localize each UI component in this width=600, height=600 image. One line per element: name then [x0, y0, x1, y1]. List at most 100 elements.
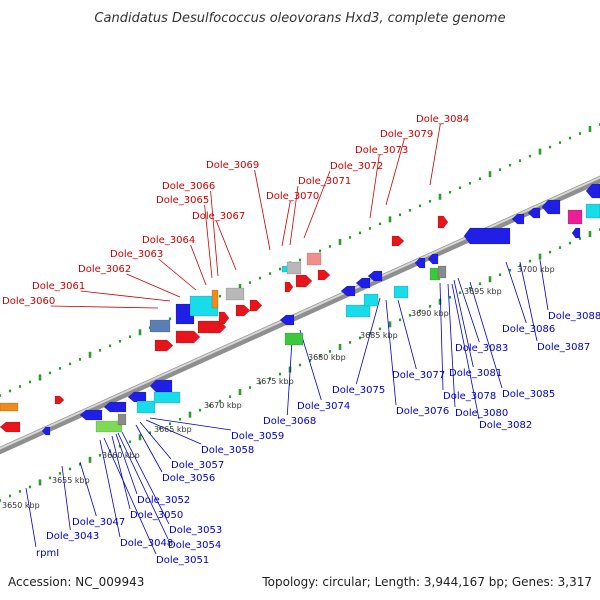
leader-line [469, 281, 503, 389]
label-leader-lines [25, 123, 549, 555]
tick-mark [578, 132, 582, 135]
leader-line [139, 421, 172, 460]
tick-mark [58, 472, 62, 475]
tick-mark [428, 199, 432, 203]
gene-label: Dole_3083 [455, 343, 508, 354]
tick-mark [258, 381, 262, 385]
leader-line [457, 277, 480, 343]
kbp-label: 3680 kbp [308, 353, 346, 362]
tick-mark [318, 354, 322, 358]
tick-mark [588, 231, 592, 238]
tick-mark [198, 408, 202, 412]
gene-feature [567, 209, 583, 225]
tick-mark [8, 494, 12, 498]
gene-feature [363, 293, 379, 307]
gene-feature [511, 213, 525, 225]
gene-feature [117, 413, 127, 426]
tick-mark [218, 399, 222, 403]
leader-line [145, 419, 202, 445]
gene-label: Dole_3079 [380, 129, 433, 140]
tick-mark [38, 374, 42, 381]
leader-line [369, 154, 380, 219]
leader-line [80, 290, 171, 302]
gene-label: Dole_3056 [162, 473, 215, 484]
tick-mark [488, 276, 492, 283]
tick-mark [508, 268, 512, 272]
tick-mark [368, 227, 372, 230]
gene-feature [345, 304, 371, 318]
leader-line [539, 259, 549, 311]
tick-mark [328, 350, 332, 353]
gene-feature [463, 227, 511, 245]
gene-label: Dole_3075 [332, 385, 385, 396]
gene-feature [391, 235, 405, 247]
leader-line [385, 138, 405, 206]
gene-label: Dole_3060 [2, 296, 55, 307]
gene-label: Dole_3080 [455, 408, 508, 419]
leader-line [135, 424, 163, 473]
tick-mark [398, 213, 402, 217]
gene-label: Dole_3076 [396, 406, 449, 417]
leader-line [299, 329, 322, 401]
tick-mark [498, 168, 502, 171]
tick-mark [438, 298, 442, 305]
tick-mark [168, 422, 172, 426]
tick-mark [48, 476, 52, 480]
tick-mark [528, 154, 532, 158]
tick-mark [78, 358, 82, 361]
tick-mark [238, 389, 242, 396]
leader-line [50, 305, 159, 309]
gene-feature [585, 183, 600, 199]
gene-label: Dole_3061 [32, 281, 85, 292]
tick-mark [168, 317, 172, 321]
leader-line [439, 282, 444, 391]
leader-line [215, 220, 237, 271]
gene-label: Dole_3069 [206, 160, 259, 171]
tick-mark [438, 193, 442, 200]
leader-line [79, 461, 97, 517]
gene-label: Dole_3068 [263, 416, 316, 427]
leader-line [286, 339, 293, 416]
leader-line [447, 283, 456, 408]
gene-label: Dole_3043 [46, 531, 99, 542]
gene-label: Dole_3058 [201, 445, 254, 456]
kbp-label: 3700 kbp [517, 265, 555, 274]
tick-mark [538, 148, 542, 155]
tick-mark [548, 250, 552, 254]
leader-line [111, 435, 131, 510]
gene-feature [284, 332, 304, 346]
tick-mark [258, 276, 262, 280]
tick-mark [18, 490, 22, 493]
leader-line [397, 299, 417, 370]
tick-mark [528, 259, 532, 263]
gene-label: Dole_3086 [502, 324, 555, 335]
leader-line [385, 299, 397, 406]
gene-label: Dole_3070 [266, 191, 319, 202]
gene-label: Dole_3053 [169, 525, 222, 536]
gene-label: Dole_3047 [72, 517, 125, 528]
gene-feature [306, 252, 322, 266]
tick-mark [478, 282, 482, 286]
tick-mark [218, 294, 222, 298]
tick-mark [408, 209, 412, 212]
leader-line [254, 169, 271, 251]
gene-feature [54, 395, 65, 405]
leader-line [505, 261, 527, 324]
gene-feature [414, 257, 426, 269]
tick-mark [448, 295, 452, 299]
leader-line [121, 431, 170, 525]
gene-label: Dole_3074 [297, 401, 350, 412]
tick-mark [318, 249, 322, 253]
tick-mark [538, 253, 542, 260]
tick-mark [88, 456, 92, 463]
tick-mark [98, 349, 102, 352]
tick-mark [178, 417, 182, 421]
tick-mark [268, 272, 272, 275]
tick-mark [598, 228, 600, 231]
gene-feature [0, 402, 19, 412]
tick-mark [108, 344, 112, 348]
gene-label: Dole_3059 [231, 431, 284, 442]
gene-label: Dole_3085 [502, 389, 555, 400]
kbp-scale-labels: 3650 kbp 3655 kbp 3660 kbp 3665 kbp 3670 kbp… [2, 265, 555, 510]
tick-mark [18, 385, 22, 388]
